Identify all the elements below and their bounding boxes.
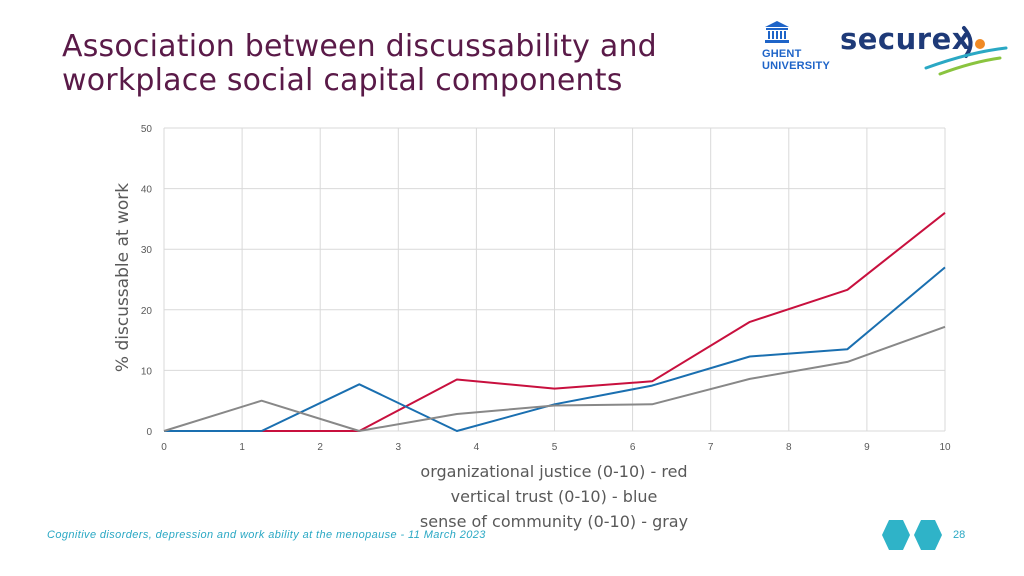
- x-tick-label: 2: [317, 442, 323, 453]
- x-tick-label: 0: [161, 442, 167, 453]
- y-tick-label: 20: [141, 306, 153, 317]
- title-line-1: Association between discussability and: [62, 29, 657, 64]
- legend-line-3: sense of community (0-10) - gray: [419, 512, 689, 531]
- line-chart: 0 10 20 30 40 50 0 1 2 3 4 5 6 7 8 9 10 % discussable at …: [113, 124, 951, 453]
- y-tick-label: 50: [141, 124, 153, 135]
- building-icon: [765, 21, 789, 43]
- x-tick-label: 3: [396, 442, 402, 453]
- hexagon-decoration-icon: [882, 520, 942, 550]
- y-tick-label: 30: [141, 245, 153, 256]
- legend-line-1: organizational justice (0-10) - red: [420, 462, 688, 481]
- slide-footer: Cognitive disorders, depression and work…: [47, 529, 486, 541]
- ghent-wordmark: GHENT UNIVERSITY: [762, 48, 830, 72]
- series-line-1: [164, 266, 946, 432]
- x-tick-label: 10: [939, 442, 951, 453]
- y-axis-label: % discussable at work: [113, 183, 133, 372]
- securex-logo: securex: [840, 22, 1010, 82]
- page-number: 28: [953, 529, 966, 541]
- ghent-university-logo: GHENT UNIVERSITY: [762, 20, 832, 76]
- y-tick-label: 10: [141, 366, 153, 377]
- x-tick-label: 9: [864, 442, 870, 453]
- series-line-2: [163, 325, 946, 432]
- y-tick-label: 0: [146, 427, 152, 438]
- ghent-line-2: UNIVERSITY: [762, 60, 831, 72]
- x-tick-label: 5: [552, 442, 558, 453]
- x-tick-label: 6: [630, 442, 636, 453]
- x-tick-label: 7: [708, 442, 714, 453]
- y-tick-label: 40: [141, 185, 153, 196]
- x-tick-label: 1: [239, 442, 245, 453]
- legend-line-2: vertical trust (0-10) - blue: [450, 487, 658, 506]
- series-line-0: [164, 212, 946, 432]
- x-tick-label: 8: [786, 442, 792, 453]
- slide-title: Association between discussability and w…: [62, 30, 657, 98]
- securex-wordmark: securex: [840, 22, 971, 56]
- securex-swoosh-icon: [924, 26, 1008, 76]
- title-line-2: workplace social capital components: [62, 63, 623, 98]
- x-tick-label: 4: [474, 442, 480, 453]
- ghent-line-1: GHENT: [762, 48, 802, 60]
